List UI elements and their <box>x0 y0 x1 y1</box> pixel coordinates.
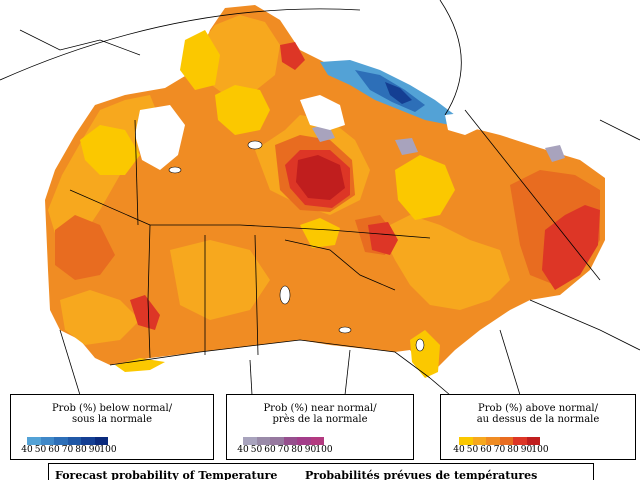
boundary-lines <box>0 0 640 396</box>
no-signal-region <box>300 95 345 130</box>
legend-above-swatches <box>459 437 540 445</box>
legend-above-title-fr: au dessus de la normale <box>476 414 600 425</box>
legend-swatch-near-2 <box>270 437 284 445</box>
forecast-region-near <box>545 145 565 162</box>
legend-tick-near-100: 100 <box>315 445 333 455</box>
legend-near-title-en: Prob (%) near normal/ <box>263 403 377 414</box>
legend-swatch-near-0 <box>243 437 257 445</box>
legend-tick-below-90: 90 <box>88 445 101 455</box>
legend-swatch-below-0 <box>27 437 41 445</box>
legend-swatch-below-3 <box>67 437 81 445</box>
legend-above-normal: Prob (%) above normal/ au dessus de la n… <box>440 394 636 460</box>
legend-tick-above-90: 90 <box>520 445 533 455</box>
footer-title-fr: Probabilités prévues de températures <box>305 469 538 480</box>
forecast-region-above-50 <box>60 290 140 345</box>
legend-tick-above-60: 60 <box>480 445 492 455</box>
forecast-region-below <box>385 82 412 104</box>
forecast-region-above-40 <box>300 218 340 248</box>
legend-above-title-en: Prob (%) above normal/ <box>478 403 598 414</box>
forecast-region-near <box>395 138 418 155</box>
legend-swatch-near-3 <box>283 437 297 445</box>
forecast-region-above-80 <box>130 295 160 330</box>
forecast-region-above-40 <box>80 125 140 175</box>
legend-swatch-near-4 <box>297 437 311 445</box>
forecast-region-above-80 <box>368 222 398 255</box>
legend-swatch-below-4 <box>81 437 95 445</box>
lakes <box>168 140 425 352</box>
forecast-region-above-80 <box>280 42 305 70</box>
legend-tick-below-70: 70 <box>61 445 74 455</box>
legend-tick-above-80: 80 <box>507 445 519 455</box>
legend-tick-near-50: 50 <box>250 445 263 455</box>
legend-tick-above-100: 100 <box>531 445 549 455</box>
legend-near-normal: Prob (%) near normal/ près de la normale… <box>226 394 414 460</box>
forecast-region-above-80 <box>542 205 600 290</box>
legend-swatch-above-2 <box>486 437 500 445</box>
legend-tick-near-40: 40 <box>237 445 249 455</box>
forecast-region-above-50 <box>380 215 510 310</box>
legend-above-ticks: 40 50 60 70 80 90 100 <box>453 445 548 457</box>
legend-swatch-above-0 <box>459 437 473 445</box>
legend-swatch-near-1 <box>256 437 270 445</box>
legend-tick-above-70: 70 <box>493 445 506 455</box>
forecast-region-above-40 <box>180 30 220 90</box>
legend-tick-near-60: 60 <box>264 445 276 455</box>
no-signal-region <box>135 105 185 170</box>
legend-tick-below-80: 80 <box>75 445 87 455</box>
legend-below-title-en: Prob (%) below normal/ <box>51 403 173 414</box>
legend-swatch-below-2 <box>54 437 68 445</box>
legend-tick-above-50: 50 <box>466 445 479 455</box>
forecast-region-above-40 <box>395 155 455 220</box>
legend-tick-below-40: 40 <box>21 445 33 455</box>
legend-tick-below-50: 50 <box>34 445 47 455</box>
forecast-region-above-40 <box>215 85 270 135</box>
legend-near-ticks: 40 50 60 70 80 90 100 <box>237 445 332 457</box>
legend-below-swatches <box>27 437 108 445</box>
legend-below-title-fr: sous la normale <box>71 414 153 425</box>
legend-tick-above-40: 40 <box>453 445 465 455</box>
legend-tick-below-60: 60 <box>48 445 60 455</box>
legend-tick-near-70: 70 <box>277 445 290 455</box>
legend-swatch-above-4 <box>513 437 527 445</box>
legend-tick-near-80: 80 <box>291 445 303 455</box>
legend-swatch-above-1 <box>472 437 486 445</box>
forecast-region-above-50 <box>200 15 280 95</box>
footer-caption: Forecast probability of Temperature Prob… <box>48 463 594 480</box>
legend-tick-near-90: 90 <box>304 445 317 455</box>
legend-near-title-fr: près de la normale <box>272 414 368 425</box>
footer-title-en: Forecast probability of Temperature <box>55 469 278 480</box>
forecast-region-above-90 <box>296 155 345 200</box>
legend-near-swatches <box>243 437 324 445</box>
legend-swatch-above-3 <box>499 437 513 445</box>
legend-below-ticks: 40 50 60 70 80 90 100 <box>21 445 116 457</box>
forecast-region-above-50 <box>170 240 270 320</box>
legend-swatch-below-5 <box>94 437 108 445</box>
forecast-region-above-70 <box>55 215 115 280</box>
legend-swatch-below-1 <box>40 437 54 445</box>
legend-below-normal: Prob (%) below normal/ sous la normale 4… <box>10 394 214 460</box>
legend-tick-below-100: 100 <box>99 445 117 455</box>
forecast-region-above-40 <box>115 358 165 372</box>
legend-swatch-near-5 <box>310 437 324 445</box>
legend-swatch-above-5 <box>526 437 540 445</box>
